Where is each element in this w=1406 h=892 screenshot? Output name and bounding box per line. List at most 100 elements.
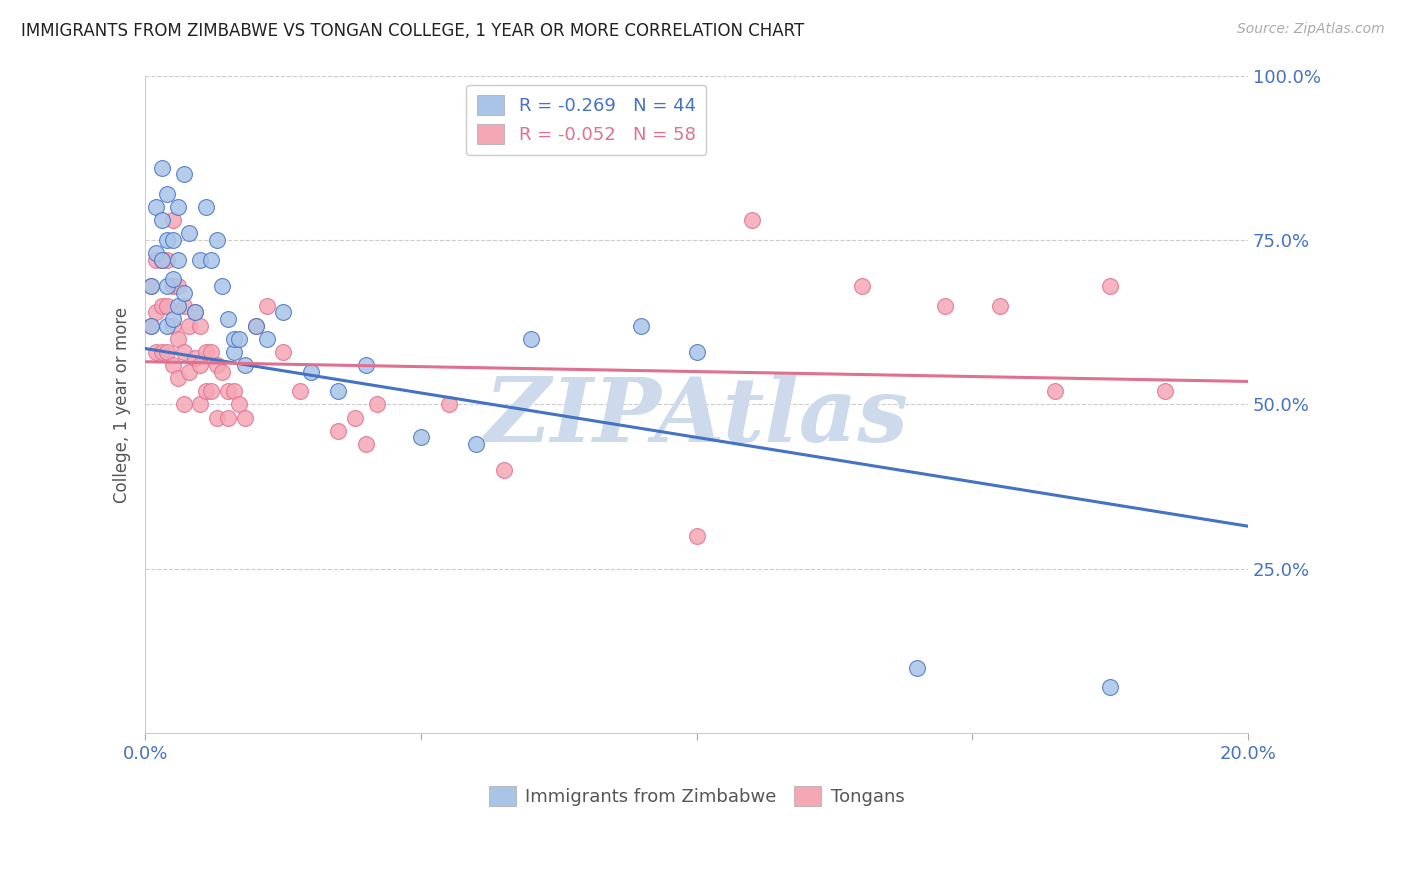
Text: Source: ZipAtlas.com: Source: ZipAtlas.com <box>1237 22 1385 37</box>
Point <box>328 424 350 438</box>
Point <box>145 246 167 260</box>
Point <box>685 344 707 359</box>
Point <box>173 167 195 181</box>
Point <box>271 344 294 359</box>
Point <box>173 344 195 359</box>
Point <box>145 344 167 359</box>
Point <box>409 430 432 444</box>
Point <box>354 437 377 451</box>
Point <box>179 227 201 241</box>
Point <box>190 397 212 411</box>
Point <box>245 318 267 333</box>
Point <box>200 252 222 267</box>
Y-axis label: College, 1 year or more: College, 1 year or more <box>114 307 131 502</box>
Point <box>167 299 190 313</box>
Point <box>156 344 179 359</box>
Point <box>1098 279 1121 293</box>
Point <box>222 332 245 346</box>
Point <box>211 279 233 293</box>
Point <box>150 213 173 227</box>
Point <box>233 410 256 425</box>
Point <box>162 272 184 286</box>
Point <box>139 279 162 293</box>
Point <box>520 332 543 346</box>
Point <box>217 410 239 425</box>
Point <box>354 358 377 372</box>
Point <box>139 318 162 333</box>
Text: ZIPAtlas: ZIPAtlas <box>485 375 908 461</box>
Point <box>162 358 184 372</box>
Point <box>205 358 228 372</box>
Point <box>905 660 928 674</box>
Point <box>366 397 388 411</box>
Point <box>179 365 201 379</box>
Point <box>190 252 212 267</box>
Point <box>245 318 267 333</box>
Point <box>150 252 173 267</box>
Point <box>139 279 162 293</box>
Point <box>167 200 190 214</box>
Point <box>205 410 228 425</box>
Point <box>184 351 207 366</box>
Point <box>288 384 311 399</box>
Point <box>167 332 190 346</box>
Point <box>167 252 190 267</box>
Point <box>150 299 173 313</box>
Point <box>145 252 167 267</box>
Point <box>145 200 167 214</box>
Point <box>233 358 256 372</box>
Point <box>222 344 245 359</box>
Legend: Immigrants from Zimbabwe, Tongans: Immigrants from Zimbabwe, Tongans <box>482 779 911 813</box>
Text: IMMIGRANTS FROM ZIMBABWE VS TONGAN COLLEGE, 1 YEAR OR MORE CORRELATION CHART: IMMIGRANTS FROM ZIMBABWE VS TONGAN COLLE… <box>21 22 804 40</box>
Point <box>167 279 190 293</box>
Point <box>156 299 179 313</box>
Point <box>343 410 366 425</box>
Point <box>217 384 239 399</box>
Point <box>222 384 245 399</box>
Point <box>685 529 707 543</box>
Point <box>162 213 184 227</box>
Point <box>145 305 167 319</box>
Point <box>156 318 179 333</box>
Point <box>173 285 195 300</box>
Point <box>299 365 322 379</box>
Point <box>741 213 763 227</box>
Point <box>194 384 217 399</box>
Point <box>156 233 179 247</box>
Point <box>184 305 207 319</box>
Point <box>156 252 179 267</box>
Point <box>630 318 652 333</box>
Point <box>205 233 228 247</box>
Point <box>150 344 173 359</box>
Point <box>492 463 515 477</box>
Point <box>162 318 184 333</box>
Point <box>162 312 184 326</box>
Point <box>200 384 222 399</box>
Point <box>139 318 162 333</box>
Point <box>1154 384 1177 399</box>
Point <box>1043 384 1066 399</box>
Point <box>179 318 201 333</box>
Point <box>851 279 873 293</box>
Point <box>934 299 956 313</box>
Point <box>211 365 233 379</box>
Point <box>256 332 278 346</box>
Point <box>194 344 217 359</box>
Point <box>437 397 460 411</box>
Point <box>228 397 250 411</box>
Point <box>465 437 488 451</box>
Point <box>184 305 207 319</box>
Point <box>173 397 195 411</box>
Point <box>190 358 212 372</box>
Point <box>173 299 195 313</box>
Point <box>217 312 239 326</box>
Point <box>271 305 294 319</box>
Point <box>162 233 184 247</box>
Point <box>150 161 173 175</box>
Point <box>200 344 222 359</box>
Point <box>1098 681 1121 695</box>
Point <box>162 279 184 293</box>
Point <box>988 299 1011 313</box>
Point <box>167 371 190 385</box>
Point <box>156 186 179 201</box>
